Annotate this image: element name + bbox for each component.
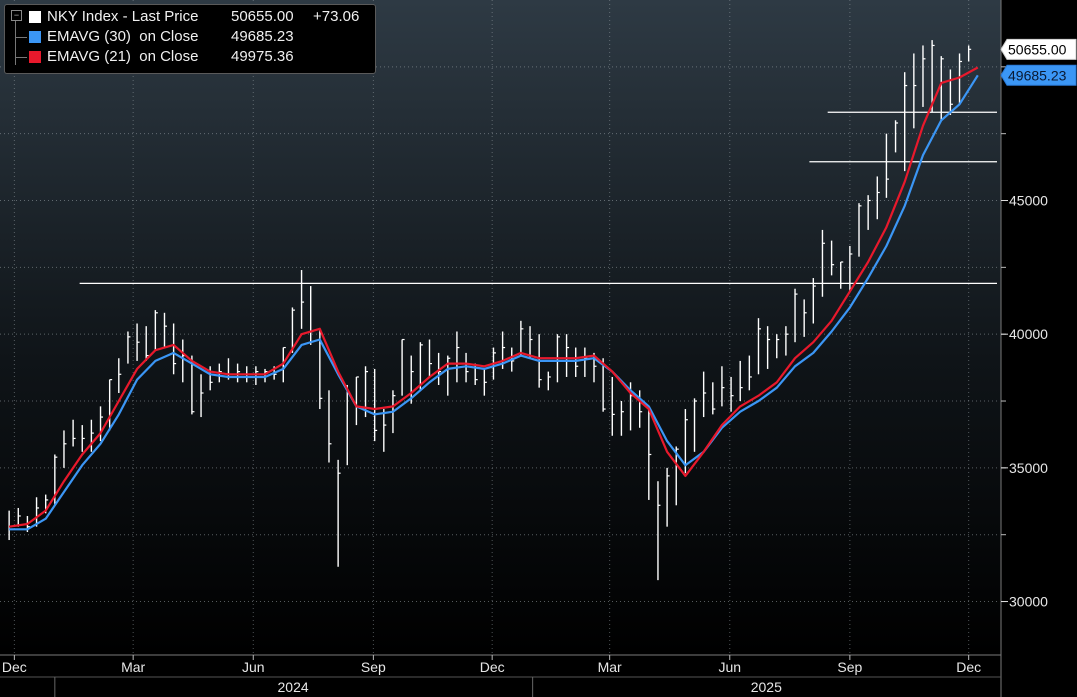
collapse-toggle-icon[interactable]: − xyxy=(11,10,22,21)
legend-change: +73.06 xyxy=(313,8,360,25)
ema-line xyxy=(8,66,979,528)
red-swatch-icon xyxy=(29,51,41,63)
year-label: 2024 xyxy=(278,679,309,695)
y-tick-label: 30000 xyxy=(1009,594,1048,610)
plot-background xyxy=(0,0,1001,655)
year-label: 2025 xyxy=(751,679,782,695)
x-tick-label: Jun xyxy=(718,659,741,675)
legend-value: 49685.23 xyxy=(231,28,294,45)
x-tick-label: Dec xyxy=(480,659,505,675)
horizontal-levels xyxy=(79,111,997,285)
legend-value: 49975.36 xyxy=(231,48,294,65)
y-tick-label: 40000 xyxy=(1009,326,1048,342)
legend-label: NKY Index - Last Price xyxy=(47,8,199,25)
price-tag xyxy=(1000,64,1077,86)
ema-lines xyxy=(8,66,979,531)
legend-tree-branch xyxy=(15,57,27,58)
x-tick-label: Dec xyxy=(956,659,981,675)
y-axis: 30000 35000 40000 45000 xyxy=(1000,0,1048,697)
legend-tree-line xyxy=(15,21,16,65)
white-swatch-icon xyxy=(29,11,41,23)
x-tick-label: Mar xyxy=(598,659,622,675)
y-tick-label: 45000 xyxy=(1009,193,1048,209)
price-tag-label: 50655.00 xyxy=(1008,41,1067,57)
chart-legend: − NKY Index - Last Price 50655.00 +73.06… xyxy=(4,4,376,74)
price-tags: 50655.00 49685.23 xyxy=(1000,38,1077,86)
price-bars xyxy=(8,40,972,581)
legend-row-price: NKY Index - Last Price 50655.00 +73.06 xyxy=(5,7,375,27)
x-tick-label: Sep xyxy=(361,659,386,675)
legend-tree-branch xyxy=(15,37,27,38)
x-tick-label: Dec xyxy=(2,659,27,675)
price-tag-label: 49685.23 xyxy=(1008,67,1067,83)
ema-line xyxy=(9,74,979,531)
grid-lines xyxy=(0,0,1000,655)
legend-label: EMAVG (21) on Close xyxy=(47,48,199,65)
legend-row-ema30: EMAVG (30) on Close 49685.23 xyxy=(5,27,375,47)
x-tick-label: Sep xyxy=(837,659,862,675)
blue-swatch-icon xyxy=(29,31,41,43)
legend-row-ema21: EMAVG (21) on Close 49975.36 xyxy=(5,47,375,67)
y-tick-label: 35000 xyxy=(1009,460,1048,476)
x-axis: Dec Mar Jun Sep Dec Mar Jun Sep Dec 2024 2025 xyxy=(0,654,1001,697)
x-tick-label: Jun xyxy=(242,659,265,675)
price-tag xyxy=(1000,38,1077,60)
legend-label: EMAVG (30) on Close xyxy=(47,28,199,45)
x-tick-label: Mar xyxy=(121,659,145,675)
legend-value: 50655.00 xyxy=(231,8,294,25)
